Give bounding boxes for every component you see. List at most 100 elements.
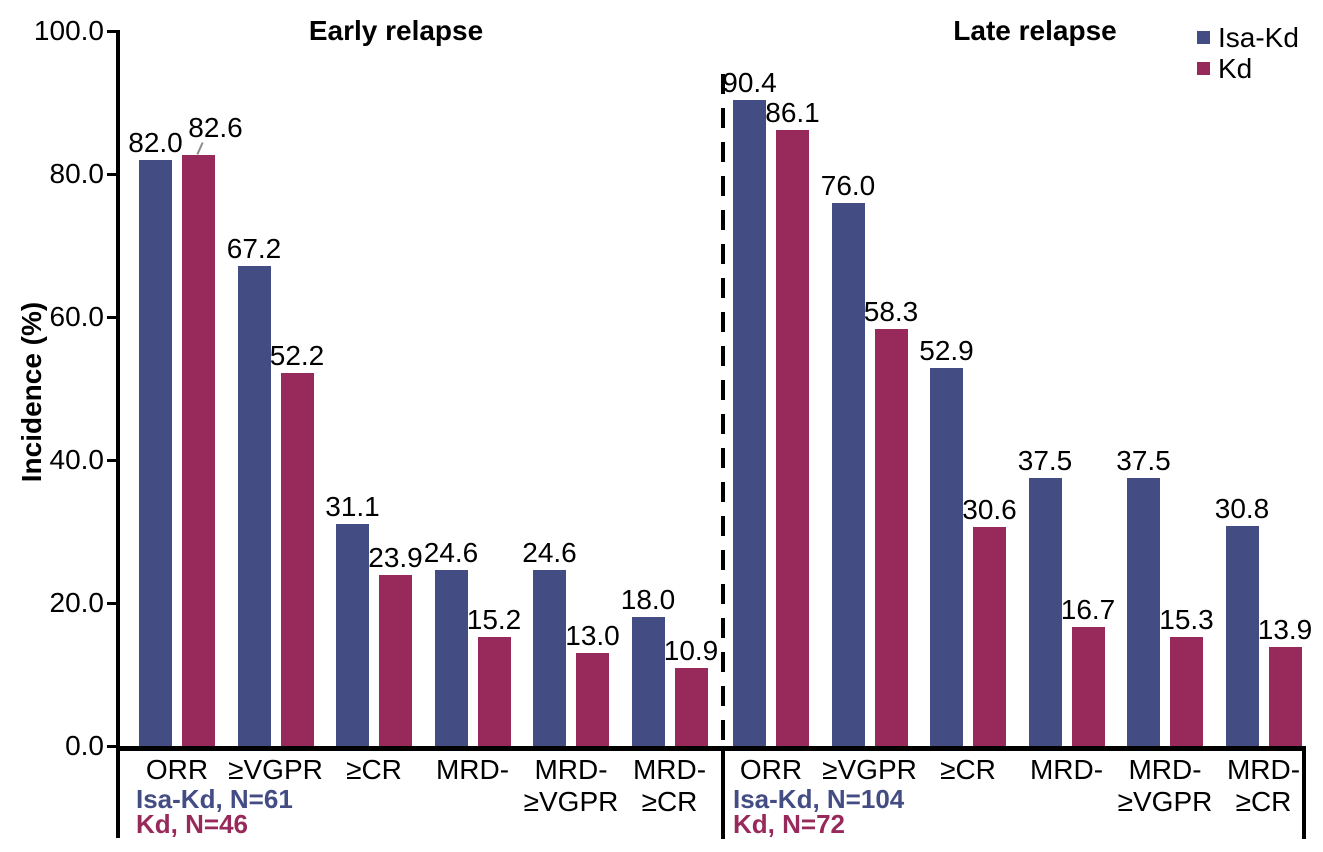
bar-kd-2 — [973, 527, 1006, 746]
y-axis-tick — [107, 602, 116, 605]
category-label: MRD- ≥VGPR — [505, 754, 637, 818]
bar-kd-0 — [182, 155, 215, 746]
bar-isa-kd-3 — [1028, 478, 1062, 746]
category-label: ≥VGPR — [210, 754, 342, 786]
category-label-line: MRD- — [435, 754, 510, 785]
category-label: MRD- — [1001, 754, 1133, 786]
bar-value-label: 24.6 — [423, 537, 479, 568]
category-label: ≥CR — [308, 754, 440, 786]
y-axis-tick-label: 60.0 — [49, 301, 105, 332]
legend-item-kd: Kd — [1197, 53, 1299, 84]
category-label-line: ≥VGPR — [822, 754, 917, 785]
bar-value-label: 52.9 — [919, 335, 974, 366]
bar-isa-kd-2 — [930, 368, 963, 746]
panel-title-early-relapse: Early relapse — [308, 15, 484, 46]
footnote-early-isa-kd-n: Isa-Kd, N=61 — [136, 784, 293, 814]
category-label-line: ≥CR — [641, 786, 698, 817]
category-label: MRD- ≥CR — [1198, 754, 1323, 818]
y-axis-title: Incidence (%) — [16, 301, 47, 483]
bar-value-label: 37.5 — [1017, 445, 1073, 476]
legend-label-kd: Kd — [1218, 52, 1253, 84]
category-label-line: MRD- — [1128, 754, 1202, 785]
bar-value-label: 13.0 — [565, 620, 620, 651]
bar-isa-kd-2 — [336, 524, 369, 746]
footnote-early-kd-n: Kd, N=46 — [136, 809, 248, 839]
legend-item-isa-kd: Isa-Kd — [1197, 22, 1299, 53]
bar-value-label: 15.3 — [1159, 604, 1214, 635]
bar-isa-kd-0 — [139, 160, 172, 746]
category-label-line: MRD- — [1029, 754, 1104, 785]
bar-kd-4 — [576, 653, 609, 746]
category-label: ≥VGPR — [804, 754, 936, 786]
bar-kd-1 — [280, 373, 314, 746]
bar-isa-kd-1 — [237, 266, 271, 746]
bar-kd-0 — [776, 130, 809, 746]
category-label-line: ≥VGPR — [1117, 786, 1213, 817]
bar-value-label: 23.9 — [368, 542, 423, 573]
category-label: MRD- ≥CR — [604, 754, 736, 818]
panel-divider-dashed-line — [721, 74, 725, 746]
bar-isa-kd-5 — [1225, 526, 1259, 746]
bar-value-label: 18.0 — [620, 584, 676, 615]
panel-divider-below-axis-line — [721, 746, 725, 839]
bar-kd-3 — [477, 637, 511, 746]
bar-value-label: 37.5 — [1116, 445, 1171, 476]
bar-isa-kd-1 — [831, 203, 865, 746]
footnote-late-kd-n: Kd, N=72 — [733, 809, 845, 839]
bar-value-label: 58.3 — [863, 296, 919, 327]
bar-value-label: 76.0 — [820, 170, 876, 201]
legend-swatch-kd — [1197, 62, 1210, 75]
y-axis-tick — [107, 173, 116, 176]
y-axis-tick-label: 20.0 — [49, 587, 105, 618]
y-axis-tick-label: 0.0 — [65, 730, 104, 761]
bar-value-label: 82.6 — [188, 112, 243, 143]
category-label-line: ≥VGPR — [523, 786, 619, 817]
category-label-line: ORR — [739, 754, 803, 785]
bar-kd-1 — [874, 329, 908, 746]
category-label-line: ≥CR — [1235, 786, 1292, 817]
category-label-line: ≥CR — [940, 754, 996, 785]
legend-swatch-isa-kd — [1197, 31, 1210, 44]
y-axis-tick-label: 100.0 — [33, 15, 104, 46]
footnote-late-isa-kd-n: Isa-Kd, N=104 — [733, 784, 905, 814]
category-label-line: MRD- — [534, 754, 608, 785]
bar-value-label: 24.6 — [522, 537, 577, 568]
bar-value-label: 10.9 — [663, 635, 719, 666]
bar-value-label: 15.2 — [466, 604, 522, 635]
bar-isa-kd-5 — [631, 617, 665, 746]
y-axis-line — [116, 30, 120, 838]
bar-value-label: 86.1 — [765, 97, 820, 128]
bar-value-label: 16.7 — [1060, 594, 1116, 625]
category-label-line: MRD- — [1226, 754, 1301, 785]
category-label-line: MRD- — [632, 754, 707, 785]
x-axis-line — [116, 746, 1306, 751]
category-label-line: ≥CR — [346, 754, 402, 785]
legend-label-isa-kd: Isa-Kd — [1218, 21, 1299, 53]
bar-value-label: 30.6 — [962, 494, 1017, 525]
y-axis-tick-label: 80.0 — [49, 158, 105, 189]
category-label-line: ≥VGPR — [228, 754, 323, 785]
bar-value-label: 30.8 — [1214, 493, 1270, 524]
right-frame-line — [1302, 746, 1306, 839]
bar-value-label: 82.0 — [128, 127, 183, 158]
legend: Isa-Kd Kd — [1197, 22, 1299, 84]
bar-kd-4 — [1170, 637, 1203, 746]
y-axis-tick-label: 40.0 — [49, 444, 105, 475]
y-axis-tick — [107, 30, 116, 33]
panel-title-late-relapse: Late relapse — [953, 15, 1117, 46]
bar-kd-2 — [379, 575, 412, 746]
category-label: ≥CR — [902, 754, 1034, 786]
bar-value-label: 31.1 — [325, 491, 380, 522]
bar-isa-kd-4 — [533, 570, 566, 746]
bar-isa-kd-4 — [1127, 478, 1160, 746]
bar-value-label: 67.2 — [226, 233, 282, 264]
bar-value-label: 13.9 — [1257, 614, 1313, 645]
bar-value-label: 90.4 — [722, 67, 777, 98]
bar-isa-kd-3 — [434, 570, 468, 746]
bar-kd-5 — [1268, 647, 1302, 746]
bar-isa-kd-0 — [733, 100, 766, 746]
bar-kd-5 — [674, 668, 708, 746]
category-label: ORR — [111, 754, 243, 786]
y-axis-tick — [107, 459, 116, 462]
